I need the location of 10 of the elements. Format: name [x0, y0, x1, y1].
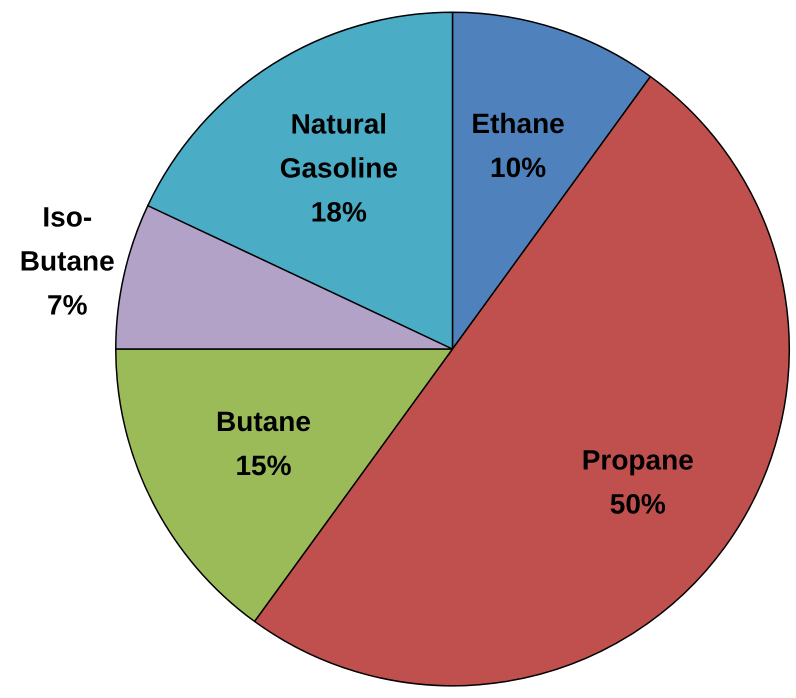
data-label: 10% — [490, 152, 546, 183]
slice-label: Natural Gasoline — [280, 108, 398, 184]
data-label: 50% — [610, 488, 666, 520]
slice-label: Propane — [582, 444, 694, 476]
slice-label: Iso-Butane — [20, 202, 115, 277]
data-label: 15% — [235, 450, 292, 482]
slice-label: Ethane — [471, 108, 565, 139]
data-label: 7% — [47, 290, 88, 321]
slice-label: Butane — [216, 406, 311, 438]
data-label: 18% — [310, 196, 367, 228]
